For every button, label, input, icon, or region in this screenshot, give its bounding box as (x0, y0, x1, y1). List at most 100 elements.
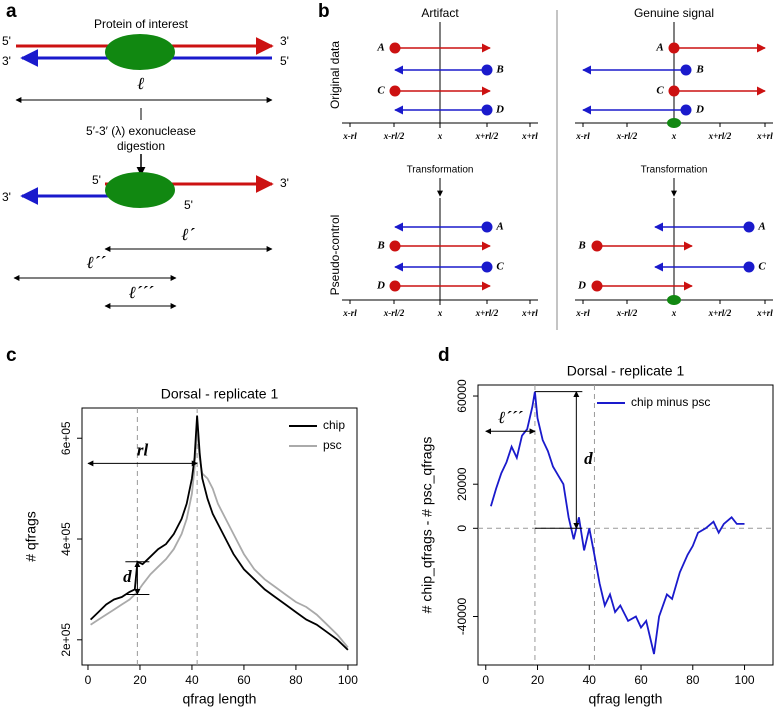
x-tick-label: 80 (686, 673, 700, 687)
x-tick-label: 60 (634, 673, 648, 687)
read-label: C (758, 261, 766, 273)
chart-title: Dorsal - replicate 1 (567, 363, 685, 379)
read-start (668, 42, 680, 54)
read-label: C (496, 261, 504, 273)
read-label: B (577, 240, 585, 252)
length-label: ℓ´´ (87, 253, 107, 272)
read-label: A (495, 221, 503, 233)
read-label: D (495, 104, 504, 116)
legend-label: psc (323, 438, 342, 452)
x-tick-label: 0 (482, 673, 489, 687)
tick-label: x-rl (342, 308, 357, 318)
end-label: 5' (280, 54, 289, 68)
protein (105, 172, 175, 208)
x-tick-label: 20 (133, 673, 147, 687)
read-start (389, 280, 401, 292)
y-tick-label: -40000 (455, 597, 469, 635)
y-tick-label: 4e+05 (59, 522, 73, 556)
diagram-b: Artifact Genuine signal Original data Ps… (328, 6, 714, 330)
read-start (481, 221, 493, 233)
tick-label: x+rl/2 (708, 308, 732, 318)
tick-label: x-rl (575, 131, 590, 141)
transform-label: Transformation (407, 165, 474, 176)
transform-label: Transformation (641, 165, 708, 176)
tick-label: x-rl/2 (383, 131, 405, 141)
read-start (389, 240, 401, 252)
read-start (680, 104, 692, 116)
diagram-a: Protein of interest 5' 3' 3' 5' ℓ 5′-3′ … (2, 17, 289, 309)
protein (105, 34, 175, 70)
protein-label: Protein of interest (94, 17, 189, 31)
read-label: C (377, 85, 385, 97)
end-label: 5' (92, 173, 101, 187)
y-tick-label: 60000 (455, 379, 469, 413)
panel-label: b (318, 1, 330, 22)
bracket-label: d (123, 567, 132, 586)
x-axis-label: qfrag length (183, 691, 257, 707)
read-start (481, 261, 493, 273)
tick-label: x-rl/2 (616, 131, 638, 141)
length-label: ℓ´´´ (129, 283, 155, 302)
plot-frame (477, 384, 774, 666)
step-label: digestion (117, 139, 165, 153)
tick-label: x+rl (756, 131, 773, 141)
y-axis-label: # chip_qfrags - # psc_qfrags (419, 437, 435, 614)
chart-title: Dorsal - replicate 1 (161, 386, 279, 402)
length-label: ℓ´ (182, 225, 196, 244)
read-label: B (695, 64, 703, 76)
data-line (89, 415, 349, 651)
y-tick-label: 6e+05 (59, 421, 73, 455)
read-start (680, 64, 692, 76)
plot-frame (81, 407, 358, 666)
read-start (591, 240, 603, 252)
read-label: C (656, 85, 664, 97)
read-label: A (655, 42, 663, 54)
x-tick-label: 20 (531, 673, 545, 687)
tick-label: x+rl/2 (708, 131, 732, 141)
y-tick-label: 20000 (455, 467, 469, 501)
bracket-label: d (584, 449, 593, 468)
read-start (389, 85, 401, 97)
read-label: D (577, 280, 586, 292)
row-title: Pseudo-control (328, 215, 342, 296)
tick-label: x-rl (342, 131, 357, 141)
tick-label: x (671, 308, 677, 318)
tick-label: x-rl/2 (616, 308, 638, 318)
tick-label: x+rl/2 (475, 131, 499, 141)
length-label: ℓ (137, 74, 144, 93)
span-label: ℓ´´´ (498, 408, 524, 427)
tick-label: x+rl/2 (475, 308, 499, 318)
column-title: Artifact (421, 6, 459, 20)
read-start (481, 104, 493, 116)
tick-label: x (671, 131, 677, 141)
x-axis-label: qfrag length (589, 691, 663, 707)
panel-label: c (6, 345, 17, 366)
read-label: D (695, 104, 704, 116)
read-label: D (376, 280, 385, 292)
tick-label: x+rl (521, 131, 538, 141)
read-start (591, 280, 603, 292)
end-label: 3' (2, 54, 11, 68)
read-start (743, 261, 755, 273)
x-tick-label: 100 (735, 673, 755, 687)
panel-label: a (6, 1, 17, 22)
protein (667, 118, 681, 128)
read-label: B (495, 64, 503, 76)
x-tick-label: 80 (289, 673, 303, 687)
read-label: B (376, 240, 384, 252)
panel-label: d (438, 345, 450, 366)
data-line (90, 428, 349, 648)
read-start (743, 221, 755, 233)
y-tick-label: 0 (455, 525, 469, 532)
legend-label: chip (323, 418, 345, 432)
protein (667, 295, 681, 305)
end-label: 5' (2, 34, 11, 48)
end-label: 3' (280, 176, 289, 190)
x-tick-label: 40 (583, 673, 597, 687)
x-tick-label: 40 (185, 673, 199, 687)
tick-label: x (437, 308, 443, 318)
tick-label: x+rl (521, 308, 538, 318)
end-label: 5' (184, 198, 193, 212)
tick-label: x+rl (756, 308, 773, 318)
